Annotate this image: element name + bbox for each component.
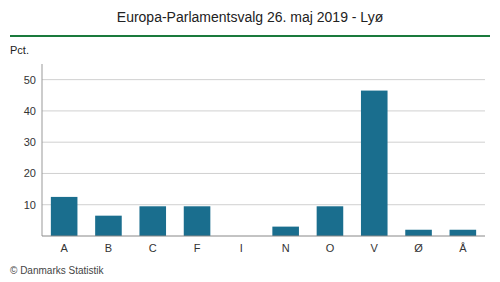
x-tick-label: A — [60, 242, 68, 254]
bar — [361, 91, 388, 236]
x-tick-label: C — [149, 242, 157, 254]
x-tick-label: Ø — [414, 242, 423, 254]
x-tick-label: I — [240, 242, 243, 254]
y-axis-line — [42, 64, 43, 236]
y-tick-label: 30 — [24, 136, 36, 148]
x-tick-label: N — [282, 242, 290, 254]
y-axis-label: Pct. — [10, 44, 29, 56]
x-tick-label: V — [371, 242, 379, 254]
x-tick-label: B — [105, 242, 112, 254]
title-rule — [10, 35, 490, 37]
bars — [51, 91, 476, 236]
x-tick-label: F — [194, 242, 201, 254]
bar — [184, 206, 211, 236]
bar — [139, 206, 166, 236]
title: Europa-Parlamentsvalg 26. maj 2019 - Lyø — [117, 9, 384, 25]
x-tick-label: O — [326, 242, 335, 254]
grid-line — [42, 204, 485, 205]
y-tick-label: 10 — [24, 199, 36, 211]
bar — [272, 227, 299, 236]
bar — [450, 230, 477, 236]
chart-container: Europa-Parlamentsvalg 26. maj 2019 - Lyø… — [0, 0, 500, 282]
bar — [95, 216, 122, 236]
bar — [317, 206, 344, 236]
chart: Europa-Parlamentsvalg 26. maj 2019 - Lyø… — [0, 0, 500, 282]
grid-line — [42, 142, 485, 143]
footer: © Danmarks Statistik — [10, 265, 105, 276]
y-tick-label: 50 — [24, 74, 36, 86]
grid — [42, 80, 485, 205]
bar — [405, 230, 432, 236]
grid-line — [42, 79, 485, 80]
grid-line — [42, 173, 485, 174]
x-axis: ABCFINOVØÅ — [42, 236, 485, 254]
bar — [51, 197, 78, 236]
x-tick-label: Å — [459, 242, 467, 254]
y-axis: 10 20 30 40 50 — [24, 64, 42, 236]
y-tick-label: 40 — [24, 105, 36, 117]
y-tick-label: 20 — [24, 167, 36, 179]
grid-line — [42, 110, 485, 111]
x-axis-line — [42, 236, 485, 237]
